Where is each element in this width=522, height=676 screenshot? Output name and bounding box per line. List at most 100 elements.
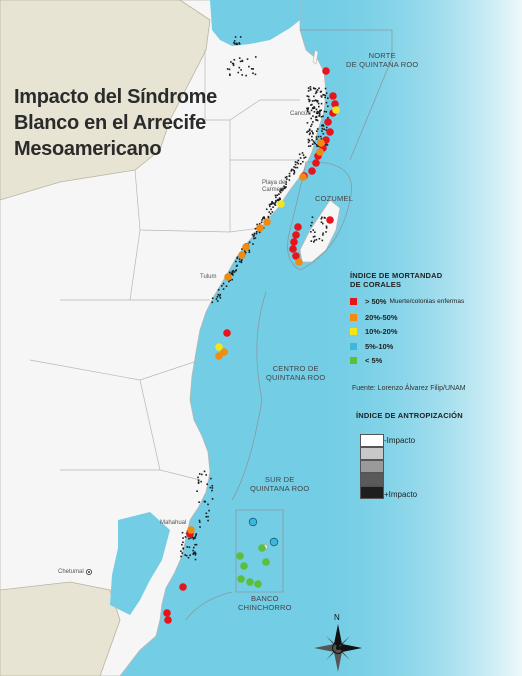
- settlement-dot: [209, 486, 212, 489]
- settlement-dot: [279, 191, 282, 194]
- coral-site-green: [258, 544, 266, 552]
- settlement-dot: [248, 241, 251, 244]
- settlement-dot: [217, 288, 220, 291]
- settlement-dot: [241, 59, 244, 62]
- settlement-dot: [274, 202, 277, 204]
- settlement-dot: [306, 95, 309, 97]
- settlement-dot: [313, 106, 315, 108]
- settlement-dot: [315, 112, 318, 114]
- settlement-dot: [293, 171, 296, 174]
- settlement-dot: [319, 91, 322, 93]
- coral-site-orange: [224, 273, 232, 281]
- coral-site-red: [290, 238, 298, 246]
- settlement-dot: [233, 42, 235, 44]
- settlement-dot: [253, 232, 256, 235]
- settlement-dot: [284, 187, 286, 190]
- legend-swatch-blue: [350, 343, 357, 350]
- settlement-dot: [182, 541, 184, 544]
- coral-site-red: [164, 616, 172, 624]
- settlement-dot: [238, 66, 241, 69]
- settlement-dot: [239, 60, 242, 63]
- settlement-dot: [205, 512, 208, 515]
- mortality-legend-title: ÍNDICE DE MORTANDAD DE CORALES: [350, 271, 442, 289]
- settlement-dot: [235, 260, 237, 263]
- settlement-dot: [235, 269, 238, 271]
- settlement-dot: [243, 250, 246, 252]
- settlement-dot: [316, 128, 319, 130]
- settlement-dot: [311, 221, 313, 224]
- settlement-dot: [225, 285, 228, 287]
- settlement-dot: [315, 238, 318, 241]
- settlement-dot: [322, 132, 325, 135]
- settlement-dot: [248, 251, 251, 254]
- settlement-dot: [195, 534, 197, 537]
- settlement-dot: [322, 232, 324, 235]
- gulf-water-top: [210, 0, 300, 46]
- settlement-dot: [255, 230, 258, 233]
- settlement-dot: [308, 129, 311, 132]
- settlement-dot: [325, 231, 327, 233]
- coral-site-orange: [316, 148, 324, 156]
- anthropization-swatch-2: [360, 447, 384, 460]
- settlement-dot: [190, 537, 192, 539]
- settlement-dot: [316, 119, 318, 121]
- settlement-dot: [317, 112, 319, 115]
- settlement-dot: [325, 227, 328, 229]
- settlement-dot: [298, 153, 301, 156]
- municipal-borders: [29, 50, 300, 481]
- settlement-dot: [198, 519, 201, 522]
- settlement-dot: [316, 101, 319, 103]
- settlement-dot: [205, 474, 208, 476]
- legend-title-line: ÍNDICE DE MORTANDAD: [350, 271, 443, 280]
- settlement-dot: [203, 500, 206, 503]
- settlement-dot: [321, 127, 324, 130]
- settlement-dot: [321, 216, 323, 219]
- settlement-dot: [313, 141, 316, 144]
- settlement-dot: [313, 235, 316, 238]
- settlement-dot: [181, 531, 184, 534]
- settlement-dot: [250, 68, 253, 70]
- city-label-playa: Playa del Carmen: [262, 180, 287, 194]
- settlement-dot: [315, 136, 318, 138]
- settlement-dot: [263, 217, 266, 220]
- settlement-dot: [308, 112, 311, 115]
- settlement-dot: [321, 239, 324, 242]
- map-title: Impacto del Síndrome Blanco en el Arreci…: [14, 84, 217, 162]
- settlement-dot: [310, 125, 312, 128]
- chetumal-bay-water: [110, 512, 170, 615]
- settlement-dot: [197, 479, 200, 482]
- coral-site-red: [223, 329, 231, 337]
- settlement-dot: [288, 179, 291, 181]
- settlement-dot: [308, 139, 311, 142]
- settlement-dot: [229, 279, 231, 282]
- city-label-cancun: Cancún: [290, 111, 311, 117]
- anthropization-swatch-3: [360, 460, 384, 473]
- mortality-legend-item: 5%-10%: [350, 342, 393, 351]
- settlement-dot: [324, 87, 327, 90]
- settlement-dot: [325, 126, 328, 129]
- settlement-dot: [231, 62, 234, 65]
- settlement-dot: [254, 237, 257, 239]
- settlement-dot: [182, 537, 184, 539]
- city-label-tulum: Tulum: [200, 274, 217, 280]
- legend-item-label: 20%-50%: [365, 313, 398, 322]
- settlement-dot: [211, 484, 214, 487]
- settlement-dot: [181, 552, 184, 554]
- settlement-dot: [278, 193, 280, 195]
- settlement-dot: [211, 489, 213, 492]
- settlement-dot: [222, 282, 225, 285]
- settlement-dot: [189, 554, 191, 557]
- settlement-dot: [322, 93, 324, 96]
- settlement-dot: [182, 547, 185, 550]
- settlement-dot: [307, 95, 310, 98]
- settlement-dot: [258, 231, 261, 234]
- coral-site-green: [262, 558, 270, 566]
- settlement-dot: [322, 115, 324, 118]
- settlement-dot: [320, 95, 323, 97]
- settlement-dot: [271, 211, 274, 213]
- settlement-dot: [268, 203, 271, 206]
- settlement-dot: [254, 227, 257, 230]
- isla-contoy: [312, 49, 319, 65]
- settlement-dot: [296, 161, 298, 164]
- settlement-dot: [199, 526, 201, 528]
